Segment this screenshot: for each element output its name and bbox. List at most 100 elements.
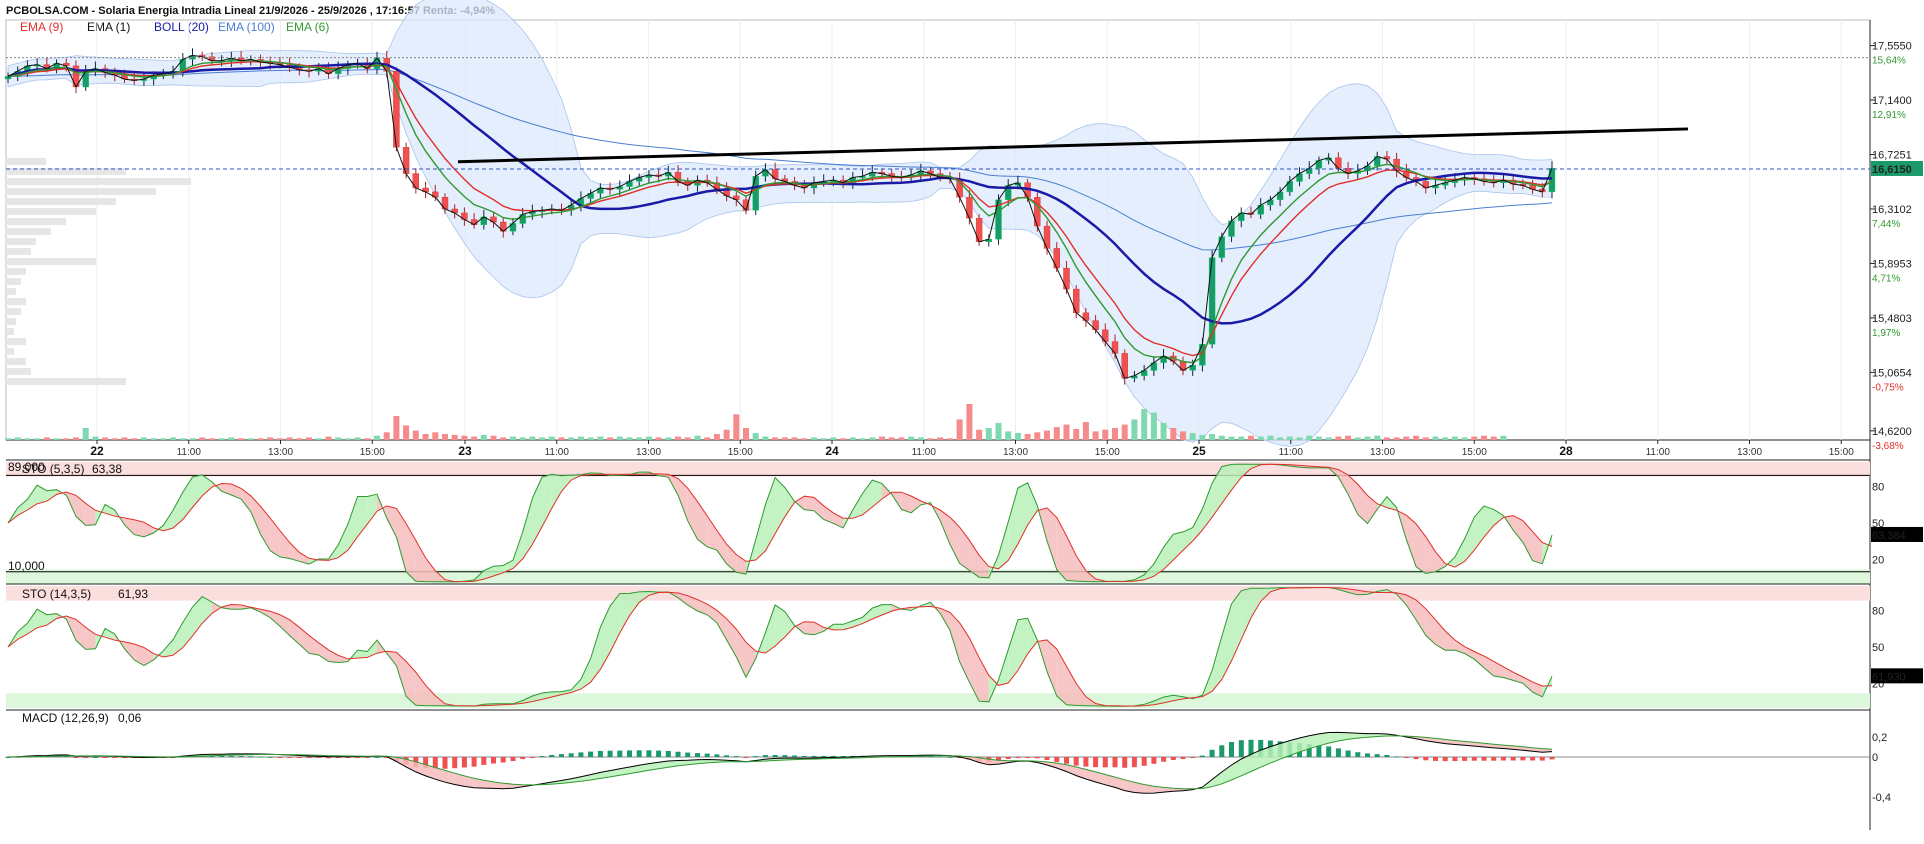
volume-bar bbox=[1267, 436, 1273, 440]
macd-histogram-bar bbox=[666, 751, 671, 757]
volume-bar bbox=[1083, 422, 1089, 440]
stoch-fill bbox=[1494, 509, 1504, 525]
macd-histogram-bar bbox=[646, 750, 651, 757]
stoch-fill bbox=[717, 530, 727, 563]
stoch-fill bbox=[940, 510, 950, 544]
stoch-d-line bbox=[8, 588, 1552, 707]
macd-histogram-bar bbox=[695, 753, 700, 757]
macd-histogram-bar bbox=[724, 755, 729, 757]
oversold-zone bbox=[6, 693, 1870, 708]
volume-bar bbox=[996, 423, 1002, 440]
time-label: 15:00 bbox=[1095, 447, 1120, 458]
price-pct-label: -3,68% bbox=[1872, 441, 1904, 452]
volume-profile-bar bbox=[6, 198, 116, 205]
time-label: 13:00 bbox=[1737, 447, 1762, 458]
volume-bar bbox=[112, 438, 118, 440]
macd-histogram-bar bbox=[1142, 757, 1147, 766]
price-tick-label: 17,1400 bbox=[1872, 95, 1912, 107]
stoch-fill bbox=[416, 672, 426, 705]
volume-bar bbox=[1248, 436, 1254, 440]
volume-profile-bar bbox=[6, 208, 96, 215]
volume-bar bbox=[830, 437, 836, 440]
macd-histogram-bar bbox=[1530, 757, 1535, 761]
stoch-fill bbox=[1232, 464, 1242, 490]
stoch-fill bbox=[309, 635, 319, 655]
macd-histogram-bar bbox=[229, 756, 234, 757]
volume-bar bbox=[432, 432, 438, 440]
stoch-fill bbox=[1008, 488, 1018, 560]
candle bbox=[1219, 237, 1225, 258]
volume-bar bbox=[937, 437, 943, 440]
volume-bar bbox=[656, 437, 662, 440]
macd-histogram-bar bbox=[1482, 757, 1487, 761]
macd-histogram-bar bbox=[1550, 757, 1555, 759]
volume-bar bbox=[1209, 434, 1215, 440]
volume-bar bbox=[170, 437, 176, 440]
macd-histogram-bar bbox=[1015, 757, 1020, 758]
volume-bar bbox=[209, 438, 215, 440]
macd-title: MACD (12,26,9) 0,06 bbox=[22, 711, 142, 725]
day-label: 28 bbox=[1559, 444, 1573, 458]
volume-bar bbox=[957, 419, 963, 440]
legend-item: EMA (9) bbox=[20, 20, 63, 34]
volume-profile-bar bbox=[6, 178, 191, 185]
stoch-fill bbox=[1066, 536, 1076, 581]
volume-bar bbox=[801, 438, 807, 440]
time-label: 11:00 bbox=[912, 447, 937, 458]
macd-histogram-bar bbox=[763, 755, 768, 757]
macd-histogram-bar bbox=[1219, 745, 1224, 757]
macd-histogram-bar bbox=[1064, 757, 1069, 764]
macd-histogram-bar bbox=[1365, 753, 1370, 757]
price-tick-label: 16,3102 bbox=[1872, 204, 1912, 216]
day-label: 25 bbox=[1192, 444, 1206, 458]
macd-level-label: 0,2 bbox=[1872, 732, 1887, 744]
volume-bar bbox=[1413, 436, 1419, 440]
macd-histogram-bar bbox=[1025, 757, 1030, 758]
volume-profile-bar bbox=[6, 338, 26, 345]
stoch-fill bbox=[1484, 506, 1494, 537]
candle bbox=[83, 71, 89, 87]
macd-histogram-bar bbox=[491, 757, 496, 764]
volume-bar bbox=[1345, 436, 1351, 440]
volume-profile-bar bbox=[6, 158, 46, 165]
osc-value-badge-label: 63,384 bbox=[1872, 530, 1906, 542]
volume-profile-bar bbox=[6, 268, 26, 275]
volume-bar bbox=[1423, 437, 1429, 440]
volume-bar bbox=[1151, 413, 1157, 440]
macd-histogram-bar bbox=[1113, 757, 1118, 767]
candle bbox=[1549, 168, 1555, 192]
volume-bar bbox=[539, 437, 545, 440]
macd-histogram-bar bbox=[792, 756, 797, 758]
volume-bar bbox=[627, 437, 633, 440]
candle bbox=[976, 218, 982, 242]
volume-bar bbox=[1102, 430, 1108, 440]
stoch-fill bbox=[950, 517, 960, 563]
volume-bar bbox=[1112, 428, 1118, 440]
osc-value-badge-label: 61,930 bbox=[1872, 671, 1906, 683]
volume-bar bbox=[811, 437, 817, 440]
macd-histogram-bar bbox=[307, 757, 312, 758]
volume-profile-bar bbox=[6, 328, 14, 335]
volume-profile-bar bbox=[6, 288, 16, 295]
macd-histogram-bar bbox=[1006, 757, 1011, 759]
macd-histogram-bar bbox=[83, 757, 88, 758]
candle bbox=[1064, 268, 1070, 289]
macd-histogram-bar bbox=[1452, 757, 1457, 761]
volume-bar bbox=[1073, 429, 1079, 440]
volume-bar bbox=[1316, 437, 1322, 440]
stoch-fill bbox=[804, 622, 814, 635]
stoch-fill bbox=[707, 516, 717, 550]
volume-bar bbox=[772, 437, 778, 440]
volume-bar bbox=[966, 404, 972, 440]
price-tick-label: 14,6200 bbox=[1872, 426, 1912, 438]
bollinger-band bbox=[8, 0, 1552, 446]
macd-histogram-bar bbox=[1083, 757, 1088, 767]
volume-bar bbox=[102, 437, 108, 440]
stoch-fill bbox=[814, 497, 824, 519]
time-label: 13:00 bbox=[1003, 447, 1028, 458]
macd-histogram-bar bbox=[782, 755, 787, 757]
price-tick-label: 15,0654 bbox=[1872, 367, 1912, 379]
volume-bar bbox=[762, 437, 768, 440]
volume-bar bbox=[374, 436, 380, 440]
